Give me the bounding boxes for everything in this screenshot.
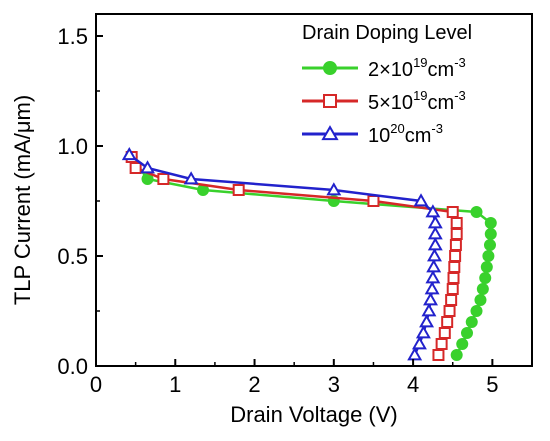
legend-title: Drain Doping Level <box>302 22 472 44</box>
y-tick-label: 0.5 <box>57 244 88 269</box>
data-point <box>483 239 496 251</box>
y-tick-label: 0.0 <box>57 354 88 379</box>
legend-label-base: 5×10 <box>368 92 413 114</box>
data-point <box>421 303 437 317</box>
data-point <box>460 327 473 339</box>
data-point <box>121 147 137 161</box>
data-point <box>425 204 441 218</box>
data-point <box>323 61 337 75</box>
data-point <box>449 239 462 251</box>
data-point <box>445 294 458 306</box>
data-point <box>129 162 142 174</box>
data-point <box>326 182 342 196</box>
legend-entry: 1020cm-3 <box>302 121 443 147</box>
legend-label-unit: cm <box>428 59 455 81</box>
x-tick-label: 4 <box>407 372 419 397</box>
data-point <box>456 338 469 350</box>
plot-frame <box>95 13 533 367</box>
x-axis-title: Drain Voltage (V) <box>230 402 398 427</box>
legend-entry: 5×1019cm-3 <box>302 88 466 114</box>
y-ticks: 0.0 0.5 1.0 1.5 <box>57 24 103 379</box>
series-layer <box>121 147 497 361</box>
data-point <box>140 160 156 174</box>
x-tick-label: 0 <box>90 372 102 397</box>
legend-label-exp: 20 <box>390 121 404 136</box>
data-point <box>425 270 441 284</box>
data-point <box>157 173 170 185</box>
data-point <box>450 217 463 229</box>
data-point <box>446 206 459 218</box>
data-point <box>415 325 431 339</box>
data-point <box>474 294 487 306</box>
data-point <box>232 184 245 196</box>
legend-label-base: 10 <box>368 125 390 147</box>
data-point <box>424 281 440 295</box>
legend-label: 2×1019cm-3 <box>368 55 466 81</box>
data-point <box>465 316 478 328</box>
y-axis-title: TLP Current (mA/μm) <box>10 95 35 305</box>
axes-layer <box>95 13 533 367</box>
data-point <box>446 283 459 295</box>
data-point <box>450 228 463 240</box>
legend: Drain Doping Level 2×1019cm-35×1019cm-31… <box>302 22 472 147</box>
x-tick-label: 3 <box>328 372 340 397</box>
data-point <box>427 226 443 240</box>
data-point <box>426 259 442 273</box>
series-3 <box>121 147 443 361</box>
data-point <box>427 248 442 262</box>
legend-label-unit: cm <box>428 92 455 114</box>
data-point <box>323 94 337 108</box>
data-point <box>470 206 483 218</box>
x-tick-label: 2 <box>248 372 260 397</box>
data-point <box>449 250 462 262</box>
series-1 <box>125 151 497 361</box>
data-point <box>476 283 489 295</box>
data-point <box>321 125 339 141</box>
x-tick-label: 5 <box>486 372 498 397</box>
data-point <box>423 292 439 306</box>
legend-label: 1020cm-3 <box>368 121 443 147</box>
x-ticks: 0 1 2 3 4 5 <box>90 359 498 397</box>
data-point <box>413 193 429 207</box>
data-point <box>407 347 423 361</box>
data-point <box>441 316 454 328</box>
data-point <box>411 336 427 350</box>
data-point <box>438 327 451 339</box>
data-point <box>443 305 456 317</box>
data-point <box>435 338 448 350</box>
legend-label-unit-exp: -3 <box>454 88 466 103</box>
data-point <box>367 195 380 207</box>
series-2 <box>125 151 463 361</box>
data-point <box>427 237 443 251</box>
y-tick-label: 1.5 <box>57 24 88 49</box>
data-point <box>484 228 497 240</box>
data-point <box>484 217 497 229</box>
data-point <box>427 215 443 229</box>
data-point <box>432 349 445 361</box>
data-point <box>450 349 463 361</box>
legend-label: 5×1019cm-3 <box>368 88 466 114</box>
legend-label-base: 2×10 <box>368 59 413 81</box>
data-point <box>183 171 199 185</box>
data-point <box>448 261 461 273</box>
legend-label-unit: cm <box>405 125 432 147</box>
x-tick-label: 1 <box>169 372 181 397</box>
data-point <box>482 250 495 262</box>
legend-label-exp: 19 <box>413 88 427 103</box>
data-point <box>419 314 435 328</box>
legend-label-exp: 19 <box>413 55 427 70</box>
legend-label-unit-exp: -3 <box>431 121 443 136</box>
data-point <box>480 261 493 273</box>
legend-entry: 2×1019cm-3 <box>302 55 466 81</box>
data-point <box>479 272 492 284</box>
data-point <box>447 272 460 284</box>
data-point <box>470 305 483 317</box>
y-tick-label: 1.0 <box>57 134 88 159</box>
legend-label-unit-exp: -3 <box>454 55 466 70</box>
